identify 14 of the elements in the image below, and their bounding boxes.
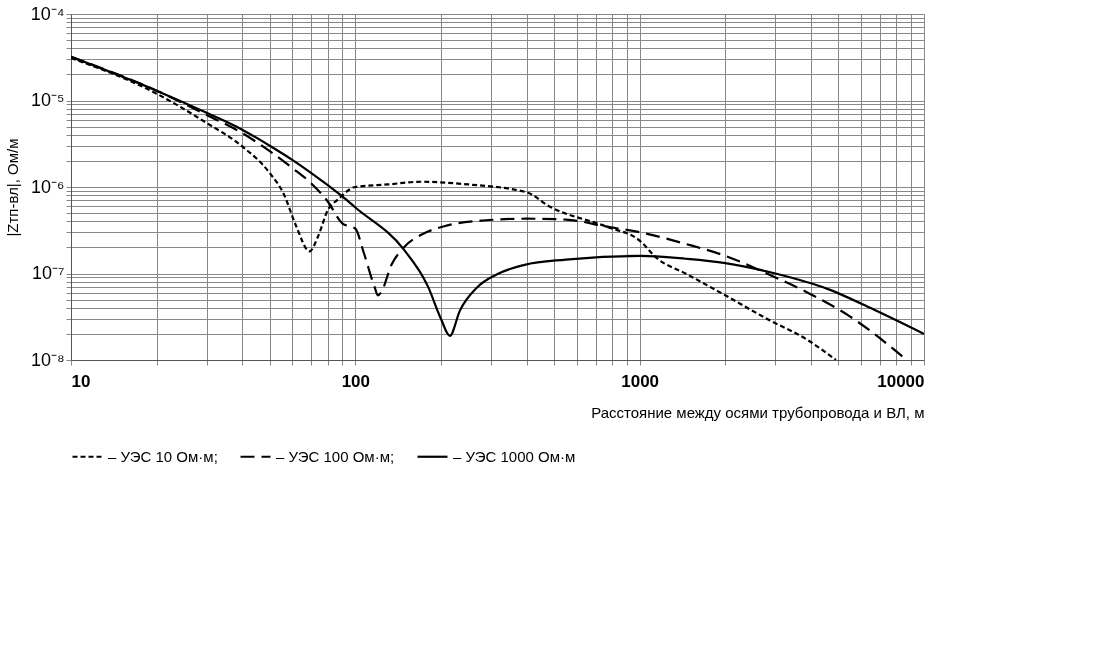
x-tick-label: 1000 — [621, 371, 660, 391]
legend-label: – УЭС 10 Ом·м; — [108, 447, 218, 465]
y-tick-label: 10⁻⁴ — [30, 3, 65, 24]
x-tick-label: 10000 — [877, 371, 925, 391]
legend-label: – УЭС 100 Ом·м; — [276, 447, 395, 465]
y-tick-label: 10⁻⁷ — [31, 263, 65, 283]
legend-label: – УЭС 1000 Ом·м — [453, 447, 576, 465]
y-axis-title: |Zтп-вл|, Ом/м — [3, 138, 21, 237]
y-tick-label: 10⁻⁸ — [30, 349, 65, 370]
x-axis-title: Расстояние между осями трубопровода и ВЛ, м — [591, 403, 925, 421]
y-tick-label: 10⁻⁶ — [31, 176, 65, 197]
y-tick-label: 10⁻⁵ — [31, 90, 65, 110]
x-tick-label: 100 — [341, 371, 371, 391]
x-tick-label: 10 — [71, 371, 91, 391]
